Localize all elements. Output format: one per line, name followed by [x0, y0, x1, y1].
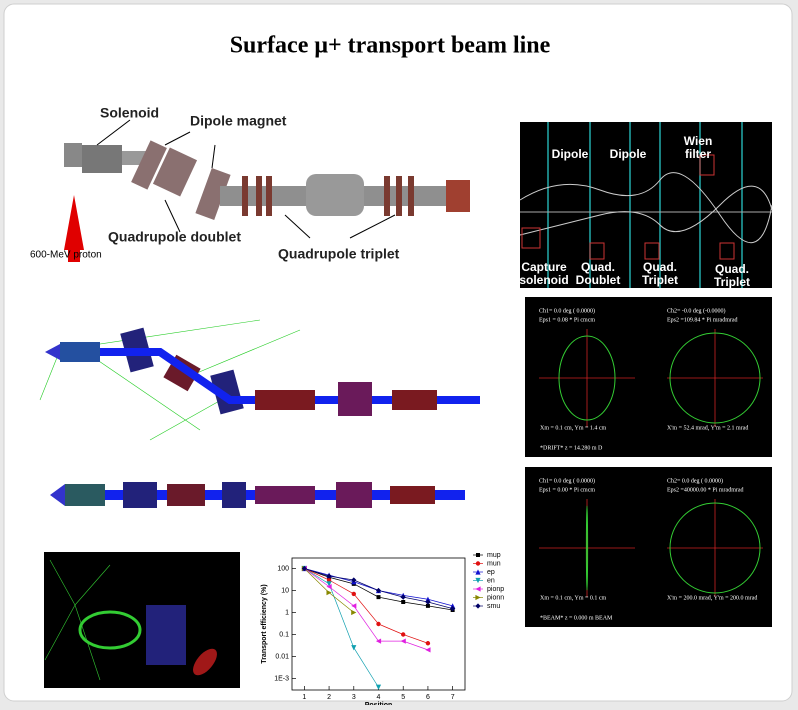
- phase-label: Xm = 0.1 cm, Ym = 1.4 cm: [540, 425, 607, 431]
- legend-label: ep: [487, 569, 495, 576]
- x-tick-label: 2: [327, 694, 331, 701]
- legend-label: pionp: [487, 586, 504, 593]
- x-tick-label: 7: [451, 694, 455, 701]
- optics-label: Quad.: [715, 262, 749, 276]
- phase-label: X'm = 52.4 mrad, Y'm = 2.1 mrad: [667, 425, 748, 431]
- title: Surface μ+ transport beam line: [230, 33, 551, 59]
- point: [476, 561, 480, 565]
- y-tick-label: 0.1: [279, 631, 289, 638]
- phase-label: Eps1 = 0.00 * Pi cmcm: [539, 487, 595, 493]
- y-tick-label: 0.01: [275, 653, 289, 660]
- y-tick-label: 1: [285, 609, 289, 616]
- proton-label: 600-MeV proton: [30, 250, 102, 261]
- x-tick-label: 4: [377, 694, 381, 701]
- y-tick-label: 10: [281, 587, 289, 594]
- phase-label: Xm = 0.1 cm, Ym = 0.1 cm: [540, 595, 607, 601]
- phase-label: Eps1 = 0.08 * Pi cmcm: [539, 317, 595, 323]
- optics-label: Triplet: [642, 273, 678, 287]
- phase-label: *DRIFT* z = 14.280 m D: [540, 445, 603, 451]
- x-tick-label: 5: [401, 694, 405, 701]
- point: [401, 632, 405, 636]
- optics-label: filter: [685, 147, 711, 161]
- phase-label: *BEAM* z = 0.000 m BEAM: [540, 615, 613, 621]
- x-tick-label: 3: [352, 694, 356, 701]
- phase-label: Ch2= -0.0 deg (-0.0000): [667, 307, 726, 314]
- point: [476, 553, 480, 557]
- x-tick-label: 6: [426, 694, 430, 701]
- y-axis-label: Transport efficiency (%): [261, 584, 268, 663]
- point: [352, 592, 356, 596]
- legend-label: pionn: [487, 594, 504, 601]
- point: [401, 600, 405, 604]
- phase-label: Ch1= 0.0 deg ( 0.0000): [539, 307, 595, 314]
- doublet-label: Quadrupole doublet: [108, 229, 241, 245]
- solenoid-label: Solenoid: [100, 105, 159, 121]
- phase-label: Eps2 =40000.00 * Pi mradmrad: [667, 487, 744, 493]
- optics-label: Dipole: [610, 147, 647, 161]
- legend-label: smu: [487, 603, 500, 610]
- point: [376, 622, 380, 626]
- optics-label: Capture: [521, 260, 567, 274]
- optics-label: solenoid: [519, 273, 568, 287]
- phase-label: Ch1= 0.0 deg ( 0.0000): [539, 477, 595, 484]
- y-tick-label: 100: [277, 565, 289, 572]
- slide: Surface μ+ transport beam line Solenoid …: [0, 0, 798, 705]
- phase-label: Eps2 =109.84 * Pi mradmrad: [667, 317, 738, 323]
- optics-label: Quad.: [643, 260, 677, 274]
- optics-label: Wien: [684, 134, 713, 148]
- y-tick-label: 1E-3: [274, 675, 289, 682]
- point: [377, 595, 381, 599]
- optics-label: Dipole: [552, 147, 589, 161]
- optics-label: Doublet: [576, 273, 621, 287]
- point: [426, 641, 430, 645]
- phase-label: X'm = 200.0 mrad, Y'm = 200.0 mrad: [667, 595, 757, 601]
- dipole-label: Dipole magnet: [190, 113, 287, 129]
- legend-label: mun: [487, 560, 501, 567]
- x-tick-label: 1: [302, 694, 306, 701]
- optics-label: Quad.: [581, 260, 615, 274]
- legend-label: mup: [487, 552, 501, 559]
- legend-label: en: [487, 577, 495, 584]
- triplet-label: Quadrupole triplet: [278, 246, 400, 262]
- page: Surface μ+ transport beam line Solenoid …: [0, 0, 798, 705]
- optics-label: Triplet: [714, 275, 750, 289]
- phase-label: Ch2= 0.0 deg ( 0.0000): [667, 477, 723, 484]
